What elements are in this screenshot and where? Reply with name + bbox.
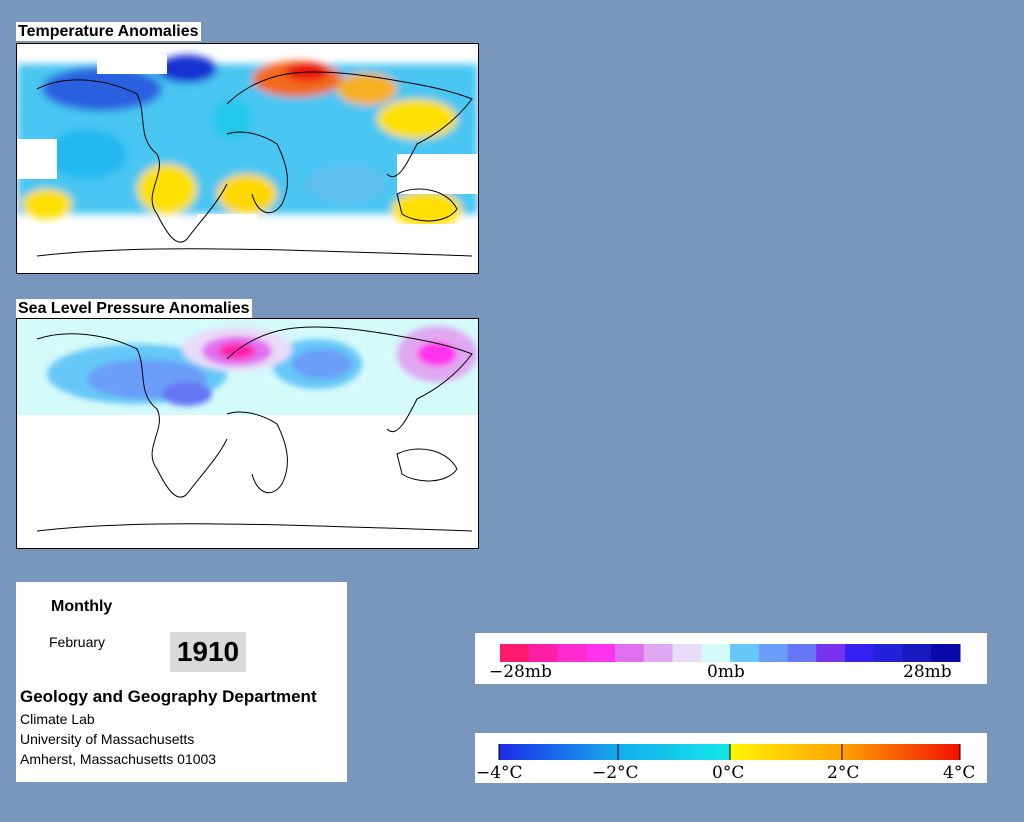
pressure-legend-swatch [845,644,875,662]
pressure-legend-swatch [557,644,587,662]
address-line-3: Amherst, Massachusetts 01003 [20,751,217,767]
pressure-legend-swatch [931,644,961,662]
pressure-legend-swatch [586,644,616,662]
pressure-title: Sea Level Pressure Anomalies [16,299,252,318]
pressure-legend-swatch [902,644,932,662]
temperature-legend: −4°C −2°C 0°C 2°C 4°C [475,733,987,783]
temperature-title: Temperature Anomalies [16,22,201,41]
pressure-legend-swatch [730,644,760,662]
address-line-1: Climate Lab [20,711,95,727]
pressure-legend-swatch [615,644,645,662]
pressure-legend-swatch [672,644,702,662]
pressure-legend-swatch [701,644,731,662]
temperature-legend-label-4: 4°C [943,763,975,783]
year-display: 1910 [170,632,246,672]
temperature-legend-label-m4: −4°C [476,763,523,783]
temperature-legend-label-2: 2°C [827,763,859,783]
pressure-legend-label-max: 28mb [903,662,952,682]
month-label: February [49,634,106,650]
pressure-legend-label-min: −28mb [489,662,552,682]
pressure-map [16,318,479,549]
pressure-legend-swatch [787,644,817,662]
pressure-legend-swatch [528,644,558,662]
pressure-legend-swatch [643,644,673,662]
mode-label: Monthly [51,598,113,615]
address-line-2: University of Massachusetts [20,731,195,747]
pressure-legend-swatch [816,644,846,662]
pressure-legend: −28mb 0mb 28mb [475,633,987,684]
pressure-legend-swatch [758,644,788,662]
pressure-legend-swatch [500,644,530,662]
temperature-map [16,43,479,274]
info-box: Monthly February 1910 Geology and Geogra… [16,582,347,782]
pressure-legend-swatch [873,644,903,662]
pressure-legend-label-zero: 0mb [707,662,745,682]
department-name: Geology and Geography Department [20,687,317,706]
temperature-legend-label-0: 0°C [712,763,744,783]
temperature-legend-label-m2: −2°C [592,763,639,783]
